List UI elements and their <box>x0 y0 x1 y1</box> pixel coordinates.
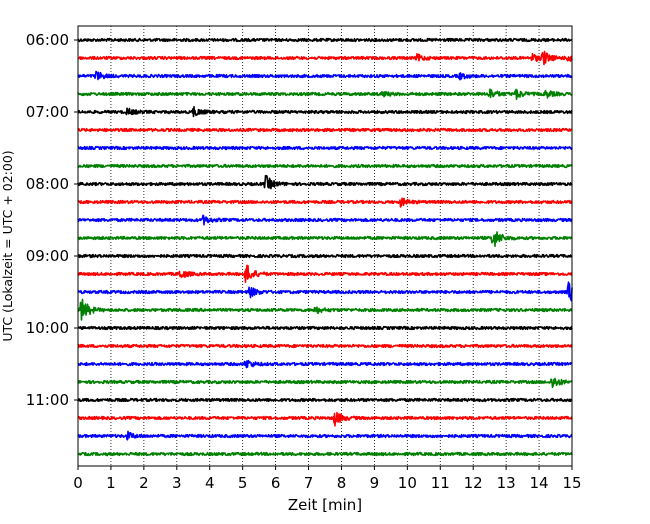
trace-0700 <box>77 105 573 118</box>
trace-0915 <box>77 264 573 284</box>
trace-0730 <box>77 145 573 151</box>
trace-layer <box>77 37 573 457</box>
x-tick-label: 4 <box>205 474 215 492</box>
y-tick-label: 08:00 <box>26 175 69 193</box>
trace-0800 <box>77 174 573 190</box>
trace-1015 <box>77 343 573 349</box>
y-tick-label: 07:00 <box>26 103 69 121</box>
trace-1030 <box>77 359 573 369</box>
plot-frame <box>77 25 573 467</box>
x-tick-label: 10 <box>398 474 417 492</box>
trace-0845 <box>77 231 573 248</box>
trace-1100 <box>77 397 573 403</box>
tick-layer: 0 1 2 3 4 5 6 7 8 9 10 11 12 13 14 1506:0007:0008:0009:… <box>26 31 582 492</box>
trace-0815 <box>77 197 573 208</box>
trace-0600 <box>77 37 573 43</box>
y-tick-label: 09:00 <box>26 247 69 265</box>
trace-1000 <box>77 325 573 331</box>
x-tick-label: 12 <box>464 474 483 492</box>
x-tick-label: 8 <box>337 474 347 492</box>
trace-0945 <box>77 298 573 321</box>
trace-0715 <box>77 127 573 133</box>
trace-0615 <box>77 50 573 66</box>
trace-1130 <box>77 430 573 441</box>
x-tick-label: 2 <box>139 474 149 492</box>
trace-1115 <box>77 411 573 427</box>
x-tick-label: 6 <box>271 474 281 492</box>
x-tick-label: 9 <box>370 474 380 492</box>
trace-1045 <box>77 377 573 389</box>
x-tick-label: 13 <box>497 474 516 492</box>
x-tick-label: 7 <box>304 474 314 492</box>
grid-layer <box>110 26 540 466</box>
trace-1145 <box>77 451 573 457</box>
y-tick-label: 06:00 <box>26 31 69 49</box>
trace-0830 <box>77 214 573 226</box>
trace-0630 <box>77 70 573 81</box>
trace-0745 <box>77 163 573 169</box>
y-tick-label: 10:00 <box>26 319 69 337</box>
x-tick-label: 14 <box>530 474 549 492</box>
trace-0900 <box>77 253 573 259</box>
y-tick-label: 11:00 <box>26 391 69 409</box>
trace-0930 <box>77 281 573 302</box>
trace-0645 <box>77 88 573 101</box>
x-tick-label: 11 <box>431 474 450 492</box>
x-tick-label: 3 <box>172 474 182 492</box>
y-axis-label: UTC (Lokalzeit = UTC + 02:00) <box>0 150 15 341</box>
x-axis-label: Zeit [min] <box>288 496 362 514</box>
x-tick-label: 5 <box>238 474 248 492</box>
x-tick-label: 15 <box>562 474 581 492</box>
x-tick-label: 1 <box>106 474 116 492</box>
x-tick-label: 0 <box>73 474 83 492</box>
